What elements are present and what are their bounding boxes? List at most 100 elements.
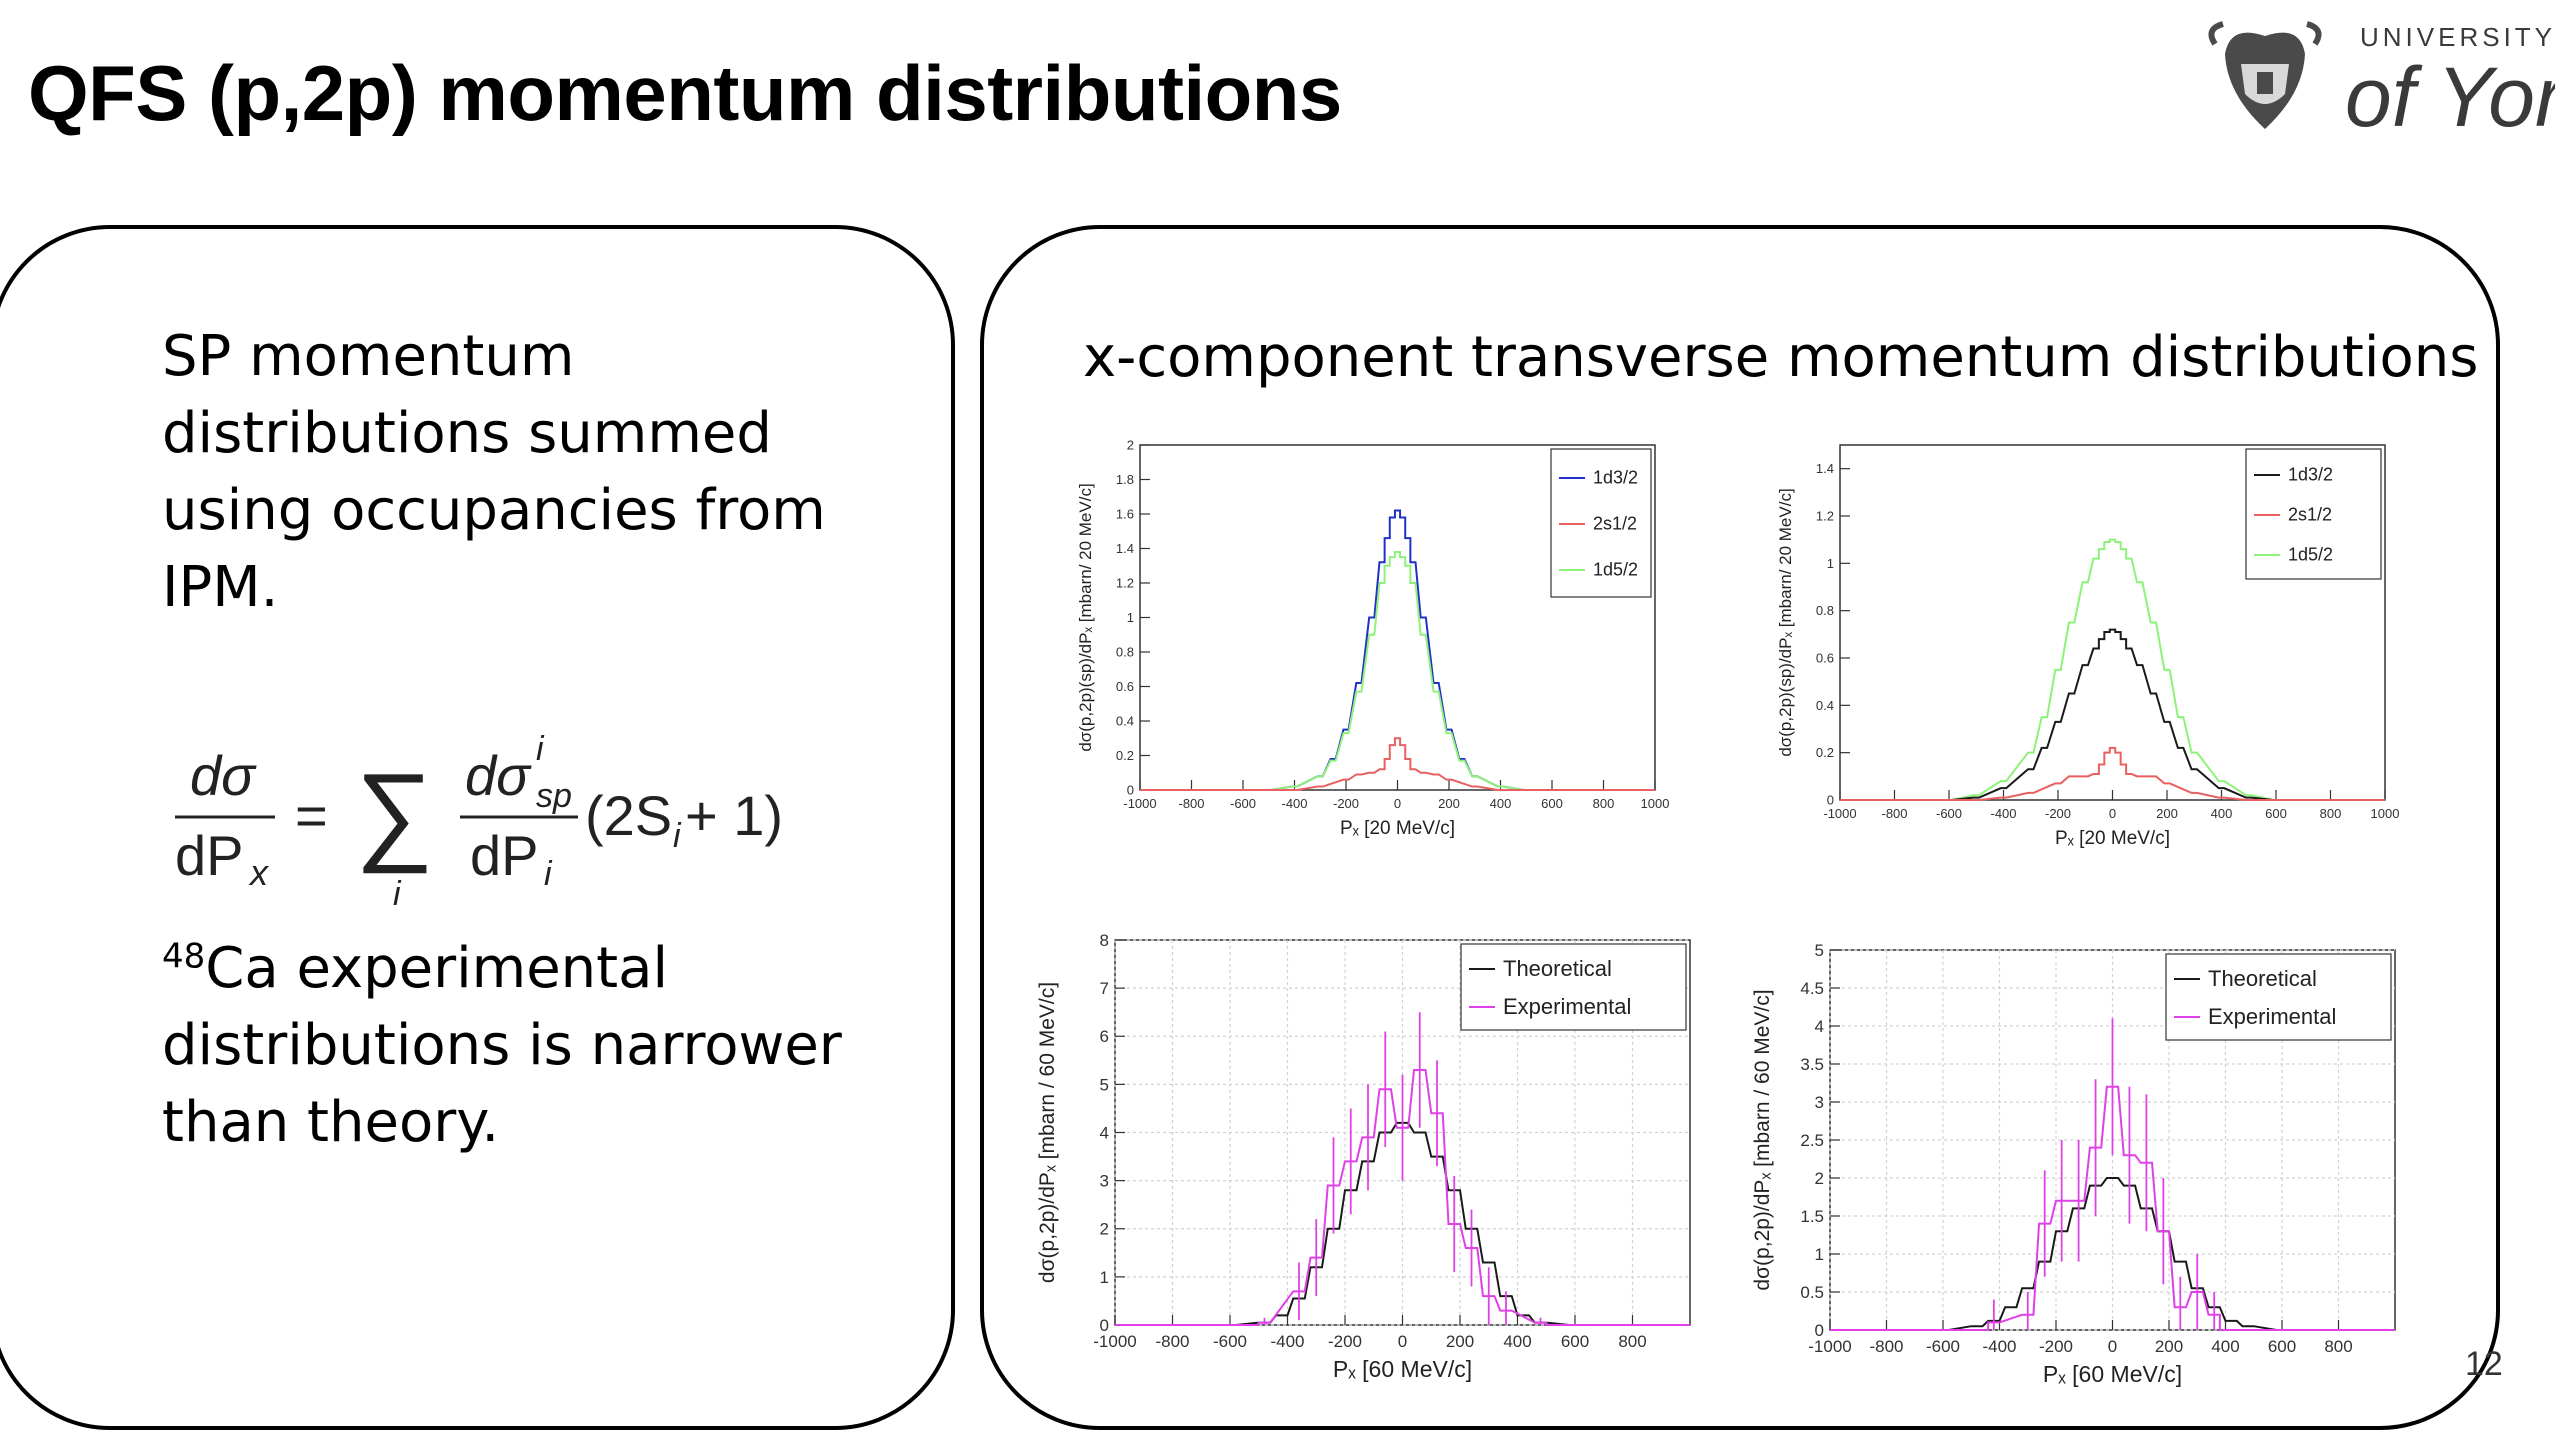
- y-tick-label: 0: [1127, 783, 1134, 798]
- y-tick-label: 0.4: [1116, 714, 1134, 729]
- x-tick-label: -200: [2045, 806, 2071, 821]
- chart-exp-1: -1000 -800 -600 -400 -200 0 200 400 600 800 0 1 2 3 4 5…: [1036, 931, 1691, 1382]
- y-tick-label: 3: [1815, 1093, 1824, 1112]
- y-tick-label: 0: [1100, 1316, 1109, 1335]
- eq-rhs-superscript: i: [536, 730, 545, 768]
- series-1d32-line: [1840, 628, 2385, 801]
- cross-section-equation: dσ dP x = ∑ i dσ i sp dP i (2S i + 1): [175, 730, 783, 913]
- x-tick-label: -600: [1230, 796, 1256, 811]
- x-tick-label: 800: [1593, 796, 1615, 811]
- y-tick-label: 2: [1815, 1169, 1824, 1188]
- mass-number: 48: [162, 936, 206, 977]
- y-tick-label: 2.5: [1800, 1131, 1824, 1150]
- legend-label: 2s1/2: [1593, 514, 1637, 534]
- x-tick-label: -600: [1926, 1337, 1960, 1356]
- x-tick-label: 400: [2211, 806, 2233, 821]
- x-tick-label: -1000: [1808, 1337, 1851, 1356]
- x-tick-label: 0: [1394, 796, 1401, 811]
- y-tick-label: 4.5: [1800, 979, 1824, 998]
- x-tick-label: -200: [2039, 1337, 2073, 1356]
- y-axis-label: dσ(p,2p)(sp)/dPₓ [mbarn/ 20 MeV/c]: [1076, 483, 1095, 751]
- y-tick-label: 5: [1815, 941, 1824, 960]
- y-tick-label: 0: [1827, 793, 1834, 808]
- eq-factor: (2S: [585, 784, 672, 847]
- series-1d32-line: [1140, 509, 1655, 791]
- x-tick-label: -800: [1881, 806, 1907, 821]
- y-tick-label: 1.2: [1116, 576, 1134, 591]
- x-tick-label: 0: [2109, 806, 2116, 821]
- x-tick-label: 800: [2324, 1337, 2352, 1356]
- x-tick-label: -1000: [1823, 806, 1856, 821]
- legend-label: 1d3/2: [2288, 465, 2333, 485]
- y-tick-label: 1: [1100, 1268, 1109, 1287]
- eq-lhs-numerator: dσ: [190, 744, 257, 807]
- y-tick-label: 5: [1100, 1075, 1109, 1094]
- panel-title: x-component transverse momentum distribu…: [1083, 325, 2479, 390]
- y-tick-label: 3.5: [1800, 1055, 1824, 1074]
- eq-rhs-subscript: sp: [536, 777, 572, 815]
- occupancy-description: SP momentum distributions summed using o…: [162, 324, 826, 620]
- chart-exp-2: -1000 -800 -600 -400 -200 0 200 400 600 800 0 0.5 1 1…: [1751, 941, 2396, 1387]
- x-tick-label: 800: [1618, 1332, 1646, 1351]
- y-tick-label: 0.5: [1800, 1283, 1824, 1302]
- y-tick-label: 1: [1827, 556, 1834, 571]
- x-tick-label: 600: [2265, 806, 2287, 821]
- x-tick-label: 600: [1561, 1332, 1589, 1351]
- y-tick-label: 4: [1815, 1017, 1824, 1036]
- x-tick-label: -800: [1869, 1337, 1903, 1356]
- y-tick-label: 0.8: [1816, 603, 1834, 618]
- x-tick-label: 400: [2211, 1337, 2239, 1356]
- x-tick-label: -400: [1982, 1337, 2016, 1356]
- logo-york-text: of York: [2345, 50, 2555, 144]
- x-tick-label: 200: [1438, 796, 1460, 811]
- eq-rhs-numerator: dσ: [465, 744, 532, 807]
- eq-rhs-denominator: dP: [470, 824, 539, 887]
- y-axis-label: dσ(p,2p)/dPₓ [mbarn / 60 MeV/c]: [1751, 989, 1774, 1290]
- y-tick-label: 6: [1100, 1027, 1109, 1046]
- y-tick-label: 1.8: [1116, 472, 1134, 487]
- y-tick-label: 2: [1127, 438, 1134, 453]
- y-tick-label: 1.6: [1116, 507, 1134, 522]
- y-tick-label: 1.4: [1116, 541, 1134, 556]
- x-axis-label: Pₓ [20 MeV/c]: [1340, 818, 1455, 839]
- y-tick-label: 0.6: [1816, 651, 1834, 666]
- x-tick-label: -400: [1270, 1332, 1304, 1351]
- eq-sum-index: i: [393, 875, 402, 913]
- legend-label: Experimental: [1503, 994, 1631, 1019]
- x-tick-label: 200: [2156, 806, 2178, 821]
- y-tick-label: 0.6: [1116, 679, 1134, 694]
- y-tick-label: 4: [1100, 1123, 1109, 1142]
- logo-university-text: UNIVERSITY: [2360, 22, 2555, 52]
- x-tick-label: -400: [1281, 796, 1307, 811]
- eq-factor-end: + 1): [685, 784, 783, 847]
- right-panel-frame: [980, 225, 2500, 1430]
- y-tick-label: 0.2: [1816, 745, 1834, 760]
- x-tick-label: 200: [1446, 1332, 1474, 1351]
- x-tick-label: -600: [1213, 1332, 1247, 1351]
- series-2s12-line: [1840, 746, 2385, 801]
- slide-title: QFS (p,2p) momentum distributions: [28, 49, 1342, 137]
- y-tick-label: 0.2: [1116, 748, 1134, 763]
- series-1d52-line: [1840, 538, 2385, 801]
- y-tick-label: 8: [1100, 931, 1109, 950]
- legend-label: 1d3/2: [1593, 468, 1638, 488]
- y-tick-label: 1.4: [1816, 461, 1834, 476]
- x-tick-label: -400: [1990, 806, 2016, 821]
- eq-equals: =: [295, 784, 328, 847]
- left-panel-frame: [0, 225, 955, 1430]
- x-tick-label: 1000: [1641, 796, 1670, 811]
- y-tick-label: 1.2: [1816, 509, 1834, 524]
- x-tick-label: 400: [1503, 1332, 1531, 1351]
- x-axis-label: Pₓ [20 MeV/c]: [2055, 828, 2170, 849]
- x-tick-label: -800: [1178, 796, 1204, 811]
- y-axis-label: dσ(p,2p)(sp)/dPₓ [mbarn/ 20 MeV/c]: [1776, 488, 1795, 756]
- y-tick-label: 3: [1100, 1172, 1109, 1191]
- legend-label: 1d5/2: [1593, 560, 1638, 580]
- eq-rhs-den-subscript: i: [544, 855, 553, 893]
- x-tick-label: -800: [1155, 1332, 1189, 1351]
- legend-label: 2s1/2: [2288, 505, 2332, 525]
- eq-factor-subscript: i: [673, 817, 682, 855]
- legend-box: [1550, 448, 1652, 598]
- legend-box: [1460, 943, 1687, 1031]
- x-axis-label: Pₓ [60 MeV/c]: [2043, 1361, 2182, 1387]
